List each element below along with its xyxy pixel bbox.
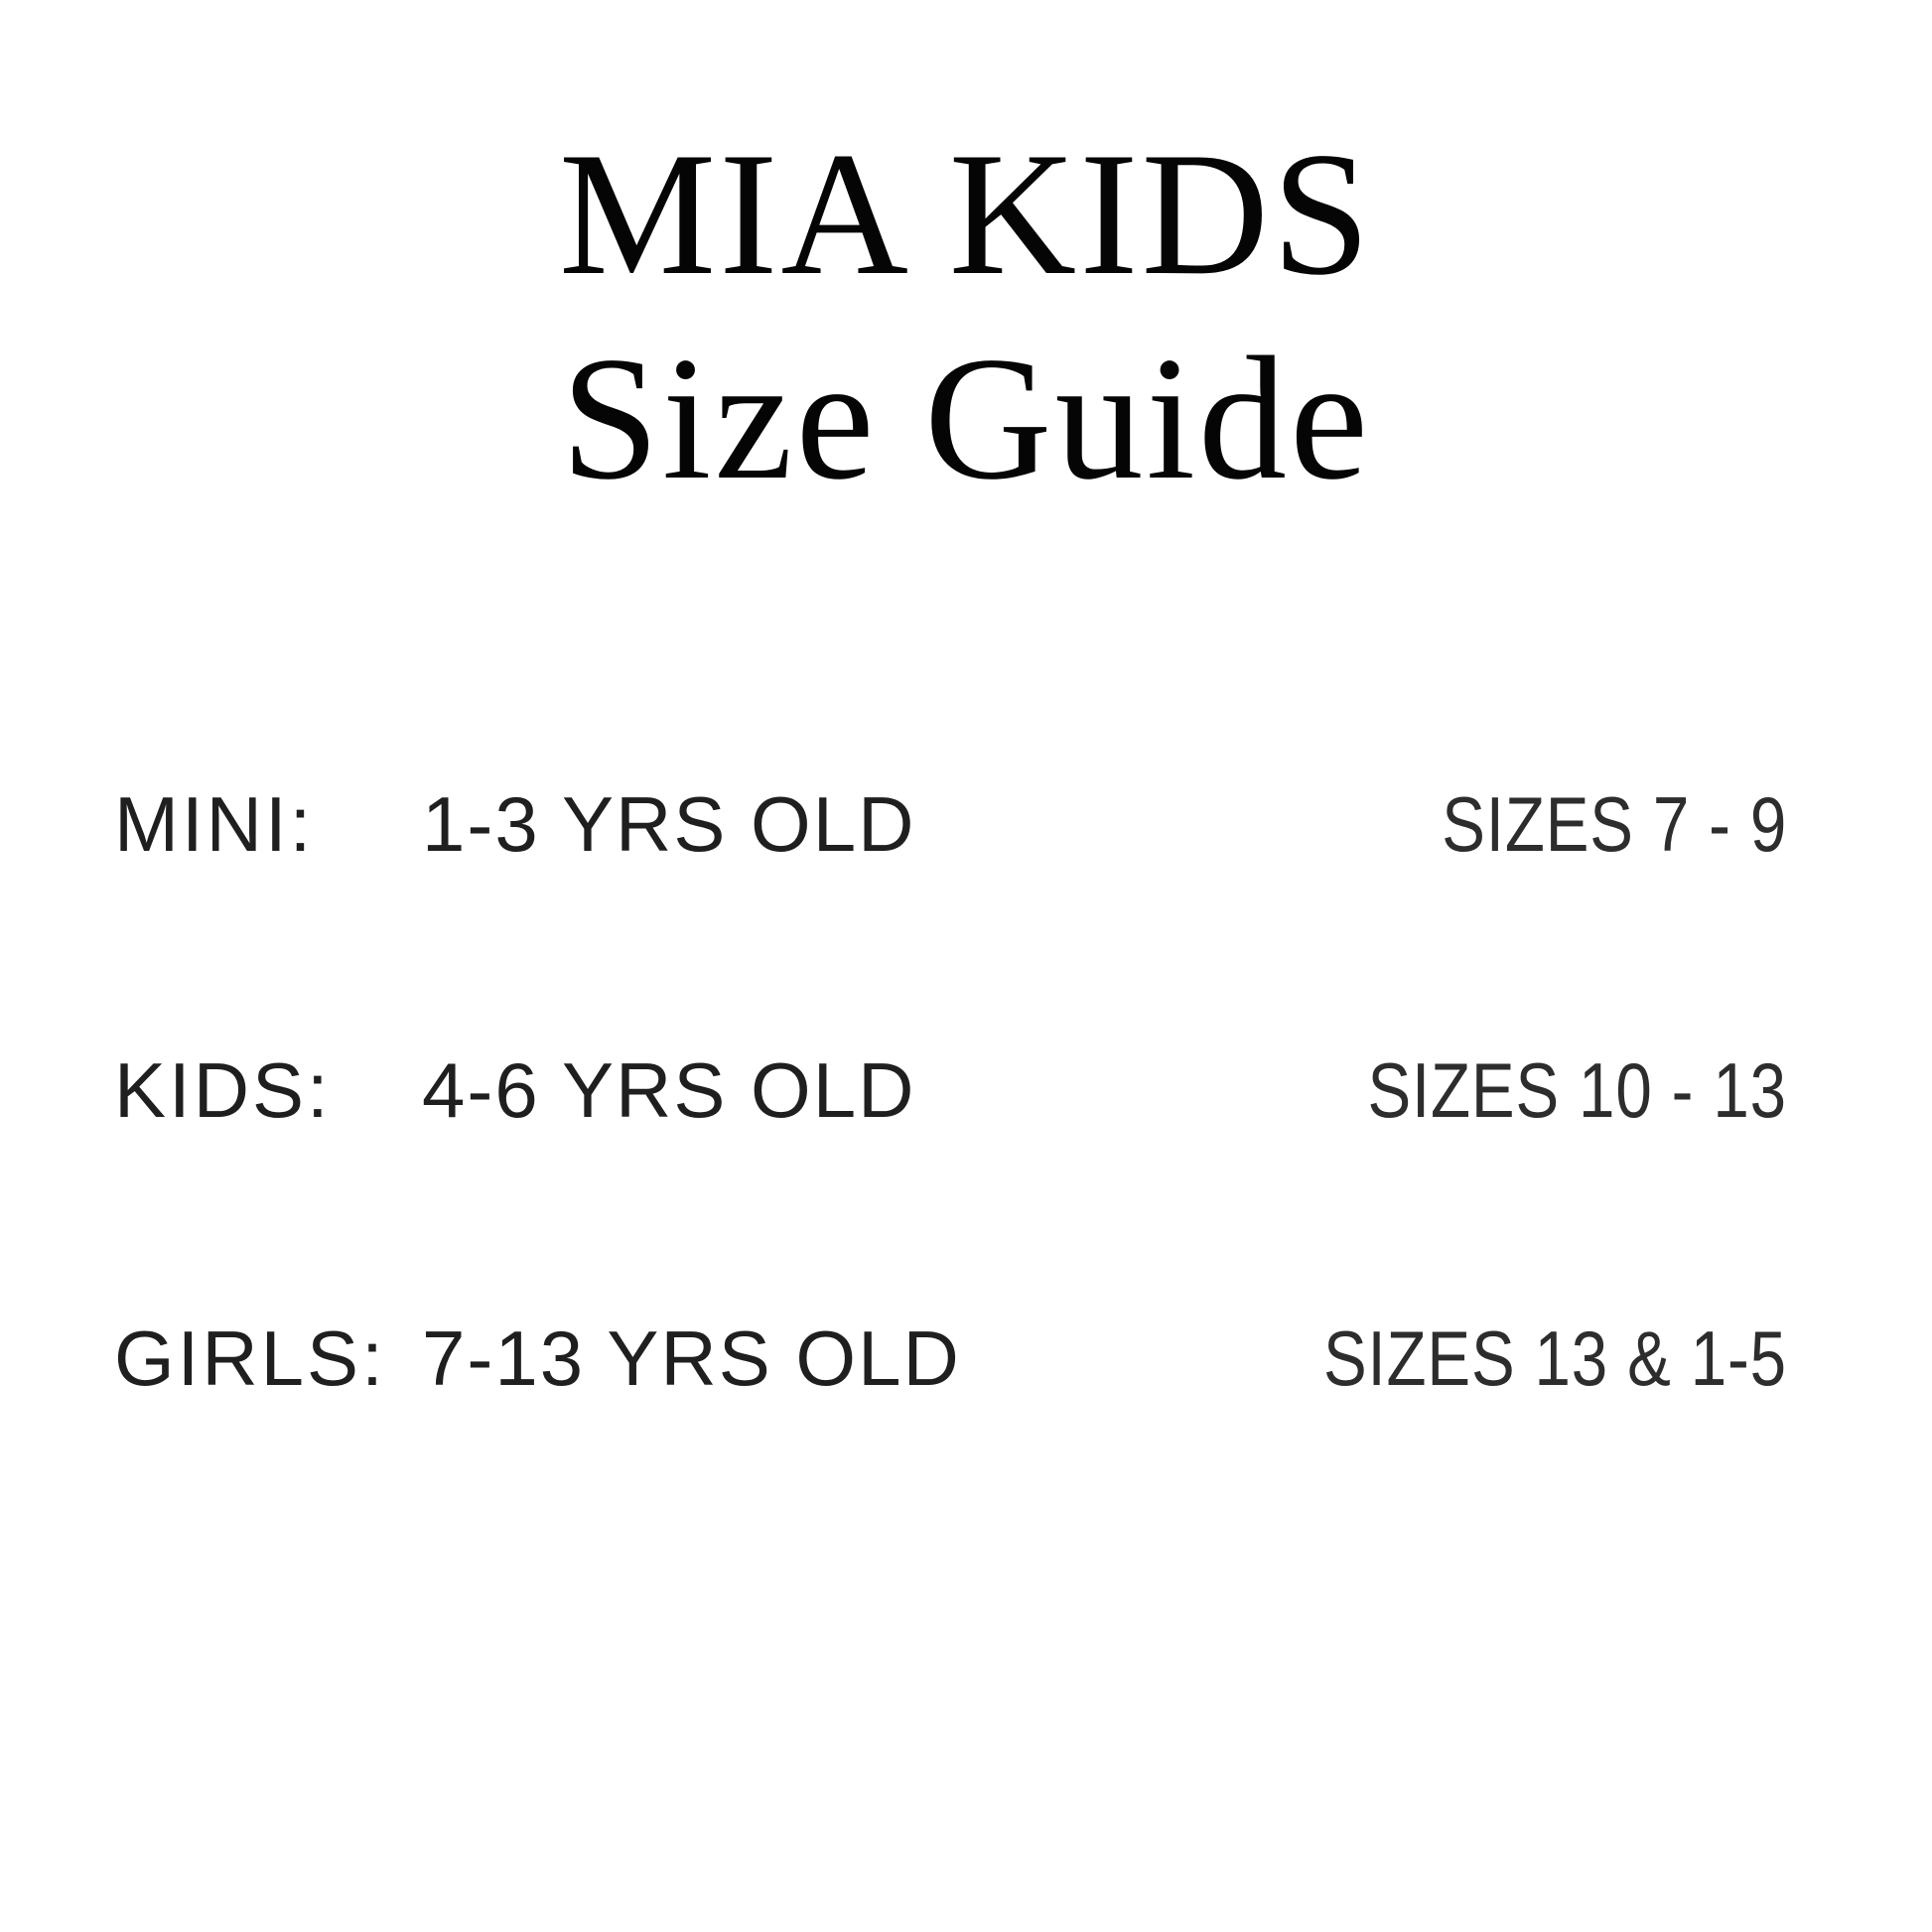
- sizes-value-girls: SIZES 13 & 1-5: [1323, 1314, 1787, 1402]
- size-row-girls: GIRLS: 7-13 YRS OLD SIZES 13 & 1-5: [0, 1313, 1932, 1403]
- category-label-mini: MINI:: [114, 780, 315, 868]
- page-title-line2: Size Guide: [561, 320, 1371, 516]
- category-label-kids: KIDS:: [114, 1046, 332, 1134]
- sizes-value-mini: SIZES 7 - 9: [1442, 780, 1787, 868]
- age-range-kids: 4-6 YRS OLD: [422, 1046, 916, 1134]
- page-title-line1: MIA KIDS: [558, 115, 1374, 312]
- category-label-girls: GIRLS:: [114, 1314, 386, 1402]
- sizes-value-kids: SIZES 10 - 13: [1367, 1046, 1787, 1134]
- age-range-girls: 7-13 YRS OLD: [422, 1314, 961, 1402]
- page-title: MIA KIDS Size Guide: [0, 111, 1932, 520]
- size-row-kids: KIDS: 4-6 YRS OLD SIZES 10 - 13: [0, 1045, 1932, 1135]
- age-range-mini: 1-3 YRS OLD: [422, 780, 916, 868]
- size-row-mini: MINI: 1-3 YRS OLD SIZES 7 - 9: [0, 779, 1932, 869]
